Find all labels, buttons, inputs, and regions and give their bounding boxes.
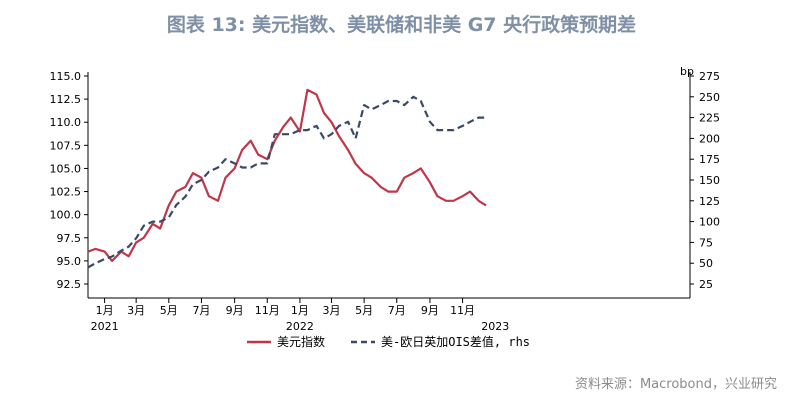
left-tick-label: 107.5 bbox=[50, 139, 82, 152]
left-tick-label: 95.0 bbox=[57, 255, 82, 268]
right-tick-label: 50 bbox=[699, 257, 713, 270]
ois-spread-line bbox=[87, 95, 487, 269]
right-tick-label: 175 bbox=[699, 153, 720, 166]
left-tick-label: 110.0 bbox=[50, 116, 82, 129]
x-tick-label: 9月 bbox=[421, 304, 439, 317]
chart-legend: 美元指数 美-欧日英加OIS差值, rhs bbox=[247, 334, 530, 349]
left-tick-label: 115.0 bbox=[50, 70, 82, 83]
x-tick-label: 11月 bbox=[450, 304, 475, 317]
x-tick-label: 5月 bbox=[355, 304, 373, 317]
x-tick-label: 1月 bbox=[291, 304, 309, 317]
source-note: 资料来源：Macrobond，兴业研究 bbox=[574, 377, 777, 392]
left-tick-label: 100.0 bbox=[50, 209, 82, 222]
right-tick-label: 100 bbox=[699, 216, 720, 229]
left-tick-label: 92.5 bbox=[57, 278, 82, 291]
x-tick-label: 7月 bbox=[388, 304, 406, 317]
legend-label: 美元指数 bbox=[277, 334, 325, 349]
chart-series bbox=[87, 88, 487, 269]
right-tick-label: 250 bbox=[699, 91, 720, 104]
usd-index-line bbox=[87, 88, 487, 262]
left-tick-label: 102.5 bbox=[50, 186, 82, 199]
right-tick-label: 275 bbox=[699, 70, 720, 83]
x-tick-label: 5月 bbox=[160, 304, 178, 317]
right-tick-label: 125 bbox=[699, 195, 720, 208]
x-year-label: 2022 bbox=[286, 320, 314, 333]
x-year-label: 2023 bbox=[481, 320, 509, 333]
x-year-label: 2021 bbox=[91, 320, 119, 333]
right-tick-label: 150 bbox=[699, 174, 720, 187]
x-tick-label: 3月 bbox=[127, 304, 145, 317]
left-tick-label: 97.5 bbox=[57, 232, 82, 245]
right-tick-label: 200 bbox=[699, 132, 720, 145]
x-tick-label: 1月 bbox=[96, 304, 114, 317]
right-tick-label: 25 bbox=[699, 278, 713, 291]
chart-title: 图表 13: 美元指数、美联储和非美 G7 央行政策预期差 bbox=[166, 14, 637, 36]
x-tick-label: 9月 bbox=[226, 304, 244, 317]
x-tick-label: 11月 bbox=[255, 304, 280, 317]
x-tick-label: 7月 bbox=[192, 304, 210, 317]
chart-axes: 92.5 95.0 97.5 100.0 102.5 105.0 107.5 110.0 112… bbox=[50, 65, 721, 333]
right-axis-unit: bp bbox=[680, 65, 694, 78]
x-tick-label: 3月 bbox=[322, 304, 340, 317]
right-tick-label: 225 bbox=[699, 112, 720, 125]
right-tick-label: 75 bbox=[699, 236, 713, 249]
legend-label: 美-欧日英加OIS差值, rhs bbox=[381, 334, 530, 349]
left-tick-label: 112.5 bbox=[50, 93, 82, 106]
left-tick-label: 105.0 bbox=[50, 162, 82, 175]
